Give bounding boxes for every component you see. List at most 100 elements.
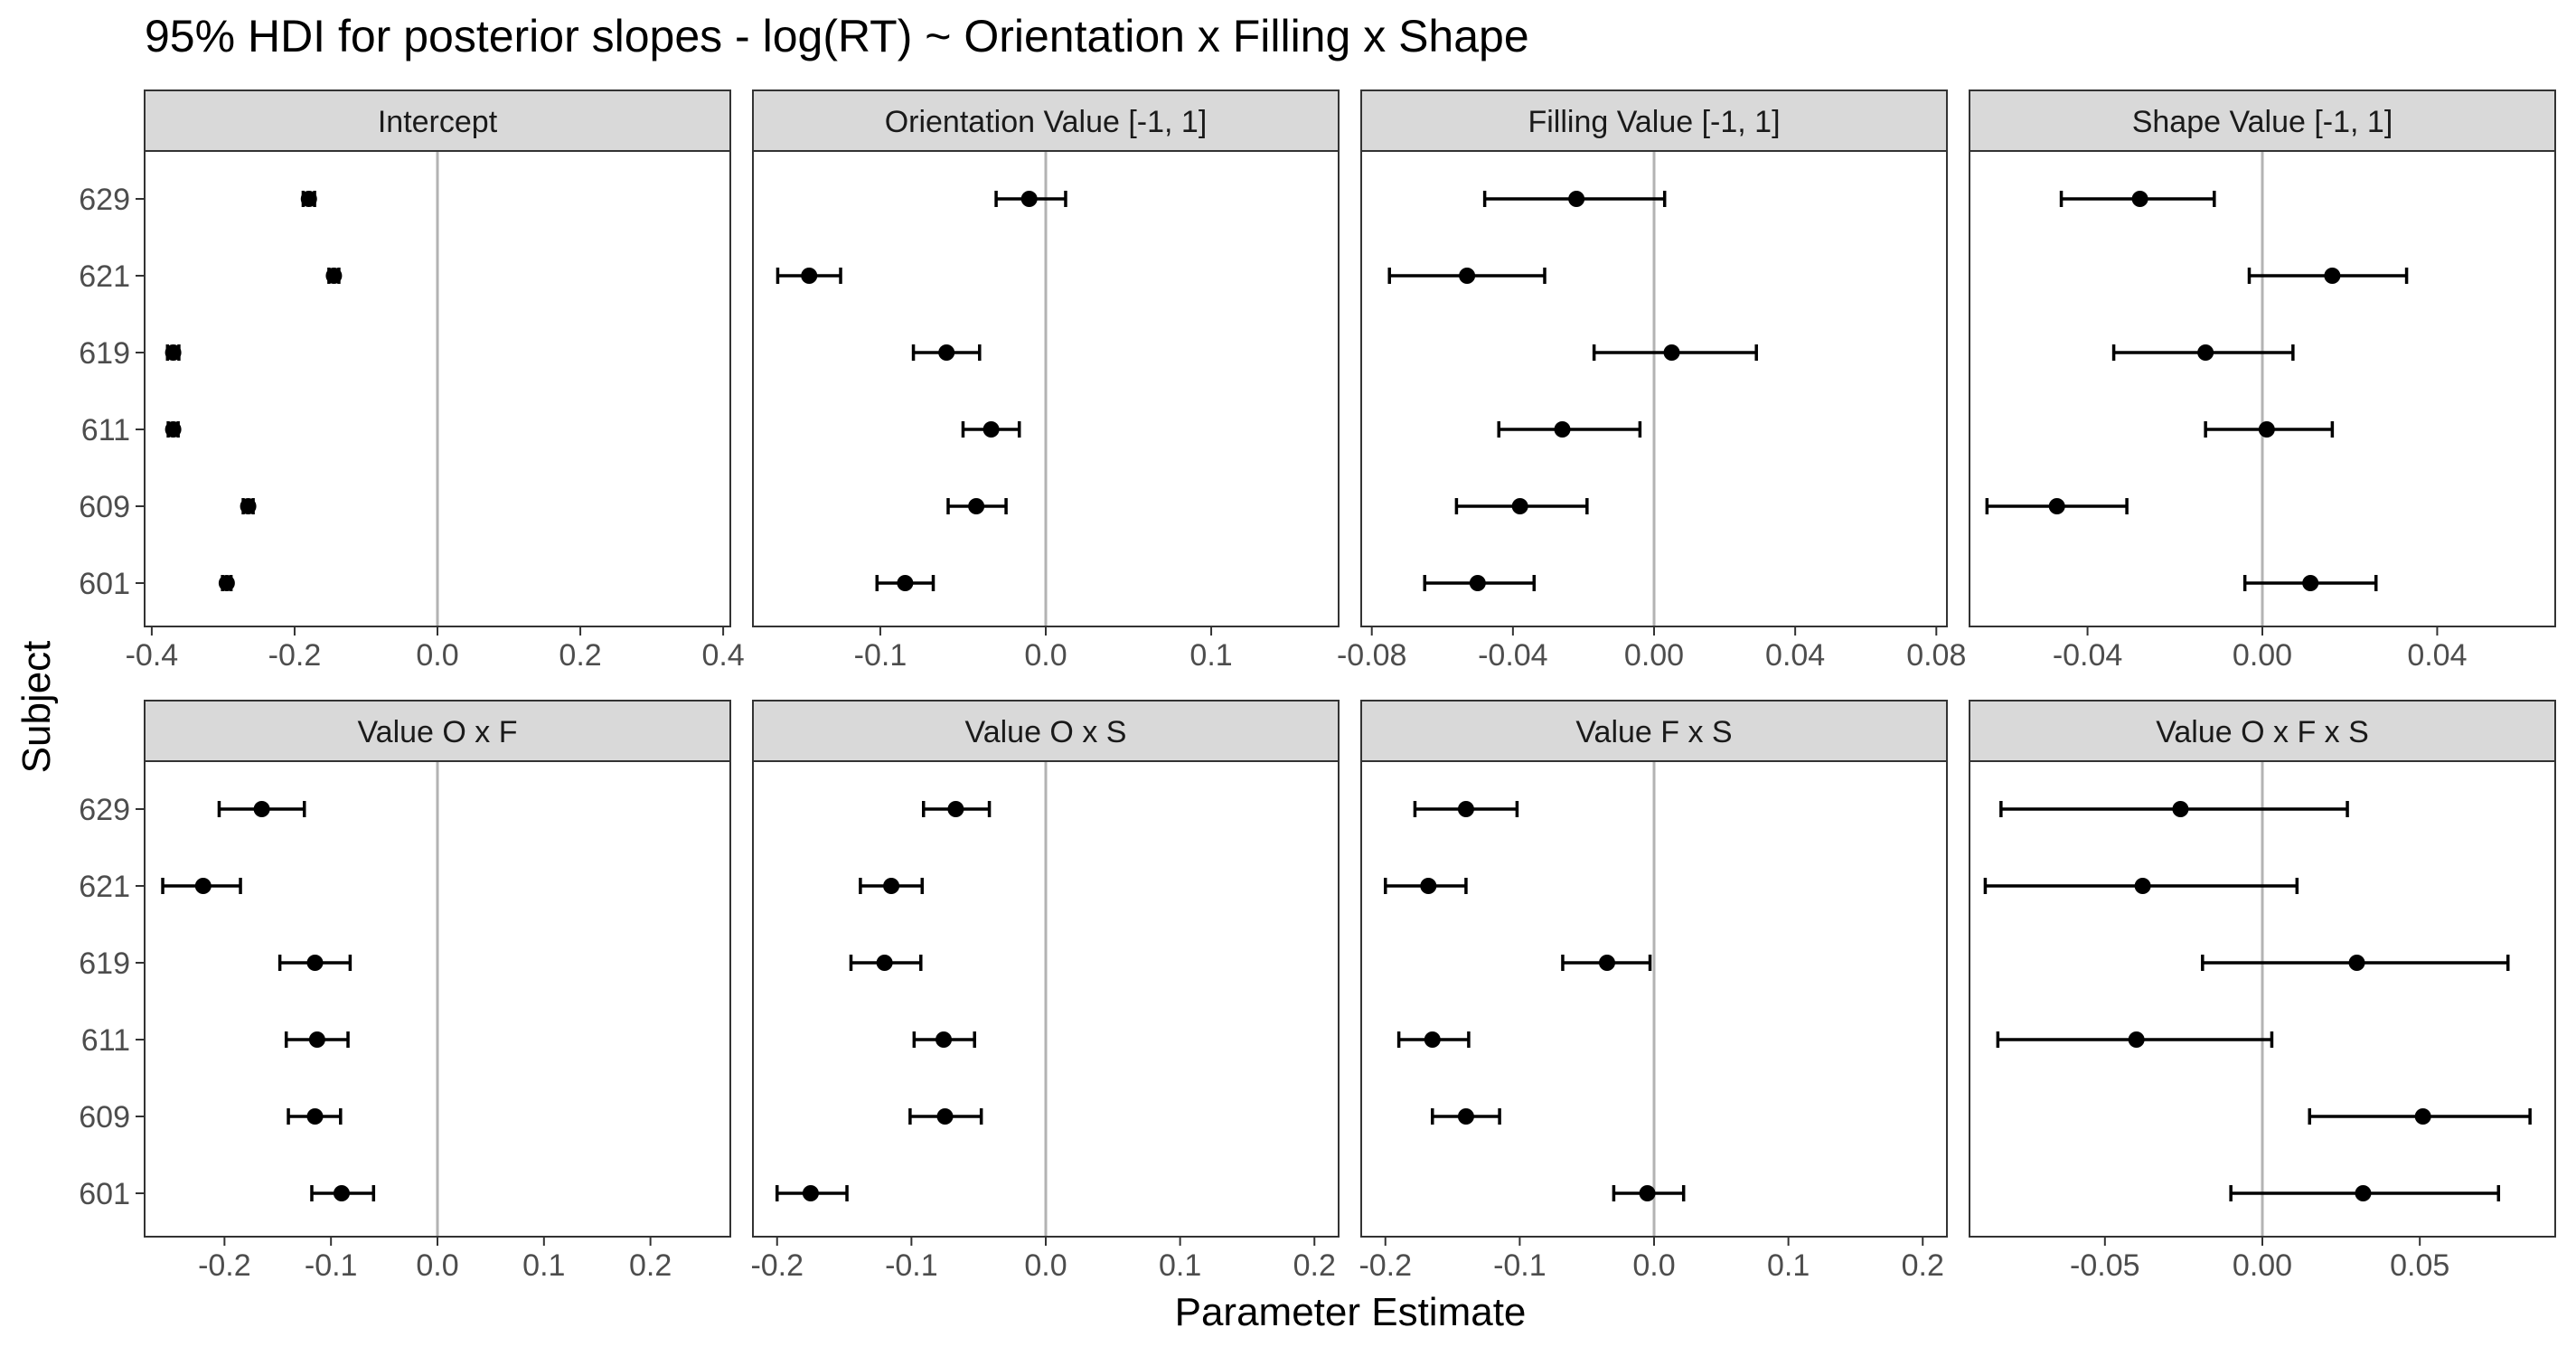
facet-strip <box>1360 89 1948 152</box>
estimate-point <box>2048 498 2065 514</box>
estimate-point <box>240 498 257 514</box>
estimate-point <box>1663 344 1680 361</box>
estimate-point <box>1598 955 1615 971</box>
estimate-point <box>2348 955 2365 971</box>
x-tick-label: 0.0 <box>1024 638 1067 673</box>
x-tick-label: 0.0 <box>1024 1248 1067 1283</box>
estimate-point <box>876 955 893 971</box>
y-tick-label: 619 <box>79 336 130 371</box>
facet-strip-label: Value O x S <box>965 715 1127 749</box>
facet-strip <box>1360 700 1948 762</box>
estimate-point <box>325 268 343 284</box>
x-tick-label: 0.1 <box>1159 1248 1201 1283</box>
x-axis-title: Parameter Estimate <box>1175 1290 1527 1334</box>
facet-strip-label: Orientation Value [-1, 1] <box>885 105 1208 139</box>
facet-strip-label: Filling Value [-1, 1] <box>1528 105 1780 139</box>
estimate-point <box>936 1108 954 1125</box>
x-tick-label: 0.0 <box>416 1248 458 1283</box>
x-tick-label: 0.00 <box>2233 638 2292 673</box>
chart-title: 95% HDI for posterior slopes - log(RT) ~… <box>145 11 1529 61</box>
facet-panel: Intercept -0.4 -0.2 0.0 0.2 0.4 601 609 611 619 62… <box>79 89 745 673</box>
x-tick-label: 0.2 <box>559 638 601 673</box>
facet-strip-label: Intercept <box>378 105 498 139</box>
estimate-point <box>308 1031 325 1048</box>
x-tick-label: -0.2 <box>198 1248 251 1283</box>
x-tick-label: 0.4 <box>701 638 744 673</box>
estimate-point <box>253 801 270 817</box>
x-tick-label: -0.1 <box>854 638 907 673</box>
facet-strip-label: Shape Value [-1, 1] <box>2132 105 2393 139</box>
x-tick-label: 0.2 <box>1293 1248 1336 1283</box>
estimate-point <box>1511 498 1528 514</box>
estimate-point <box>306 1108 324 1125</box>
y-tick-label: 609 <box>79 1100 130 1135</box>
x-tick-label: 0.2 <box>1902 1248 1944 1283</box>
estimate-point <box>982 421 1000 438</box>
x-tick-label: -0.2 <box>268 638 322 673</box>
estimate-point <box>2324 268 2341 284</box>
estimate-point <box>1459 268 1476 284</box>
x-tick-label: -0.04 <box>1478 638 1548 673</box>
x-tick-label: 0.00 <box>2233 1248 2292 1283</box>
x-tick-label: -0.1 <box>885 1248 938 1283</box>
estimate-point <box>1420 878 1437 894</box>
estimate-point <box>2172 801 2189 817</box>
estimate-point <box>1424 1031 1441 1048</box>
facet-strip <box>1969 700 2556 762</box>
estimate-point <box>897 575 914 591</box>
y-tick-label: 619 <box>79 946 130 981</box>
estimate-point <box>802 1185 819 1201</box>
estimate-point <box>1457 1108 1474 1125</box>
estimate-point <box>1020 191 1038 207</box>
x-tick-label: 0.2 <box>629 1248 672 1283</box>
estimate-point <box>194 878 212 894</box>
facet-strip-label: Value O x F x S <box>2156 715 2369 749</box>
y-tick-label: 611 <box>81 413 130 447</box>
x-tick-label: 0.08 <box>1906 638 1966 673</box>
estimate-point <box>2302 575 2319 591</box>
estimate-point <box>2131 191 2148 207</box>
estimate-point <box>306 955 324 971</box>
x-tick-label: 0.1 <box>1189 638 1232 673</box>
x-tick-label: -0.1 <box>305 1248 358 1283</box>
x-tick-label: 0.04 <box>2407 638 2467 673</box>
facet-panel: Value O x F x S -0.05 0.00 0.05 <box>1969 700 2556 1283</box>
estimate-point <box>935 1031 953 1048</box>
facet-strip <box>144 700 731 762</box>
estimate-point <box>218 575 235 591</box>
x-tick-label: -0.2 <box>1359 1248 1412 1283</box>
estimate-point <box>938 344 955 361</box>
facet-panels: Intercept -0.4 -0.2 0.0 0.2 0.4 601 609 611 619 62… <box>79 89 2556 1283</box>
facet-strip <box>144 89 731 152</box>
facet-strip-label: Value F x S <box>1575 715 1732 749</box>
estimate-point <box>165 421 182 438</box>
facet-panel: Value F x S -0.2 -0.1 0.0 0.1 0.2 <box>1359 700 1948 1283</box>
facet-panel: Shape Value [-1, 1] -0.04 0.00 0.04 <box>1969 89 2556 673</box>
y-tick-label: 621 <box>79 259 130 294</box>
y-tick-label: 629 <box>79 183 130 217</box>
estimate-point <box>1568 191 1585 207</box>
y-tick-label: 609 <box>79 490 130 524</box>
estimate-point <box>2355 1185 2372 1201</box>
estimate-point <box>2197 344 2214 361</box>
x-tick-label: 0.04 <box>1765 638 1825 673</box>
x-tick-label: 0.1 <box>1767 1248 1810 1283</box>
estimate-point <box>1554 421 1571 438</box>
x-tick-label: 0.0 <box>1632 1248 1675 1283</box>
estimate-point <box>333 1185 350 1201</box>
x-tick-label: 0.0 <box>416 638 458 673</box>
facet-strip-label: Value O x F <box>358 715 518 749</box>
estimate-point <box>883 878 900 894</box>
x-tick-label: -0.08 <box>1337 638 1407 673</box>
x-tick-label: -0.04 <box>2053 638 2123 673</box>
estimate-point <box>1457 801 1474 817</box>
estimate-point <box>947 801 964 817</box>
facet-strip <box>752 89 1340 152</box>
x-tick-label: 0.05 <box>2390 1248 2449 1283</box>
x-tick-label: -0.2 <box>750 1248 804 1283</box>
y-tick-label: 621 <box>79 870 130 904</box>
y-tick-label: 601 <box>79 1177 130 1211</box>
estimate-point <box>2134 878 2151 894</box>
x-tick-label: -0.4 <box>126 638 179 673</box>
